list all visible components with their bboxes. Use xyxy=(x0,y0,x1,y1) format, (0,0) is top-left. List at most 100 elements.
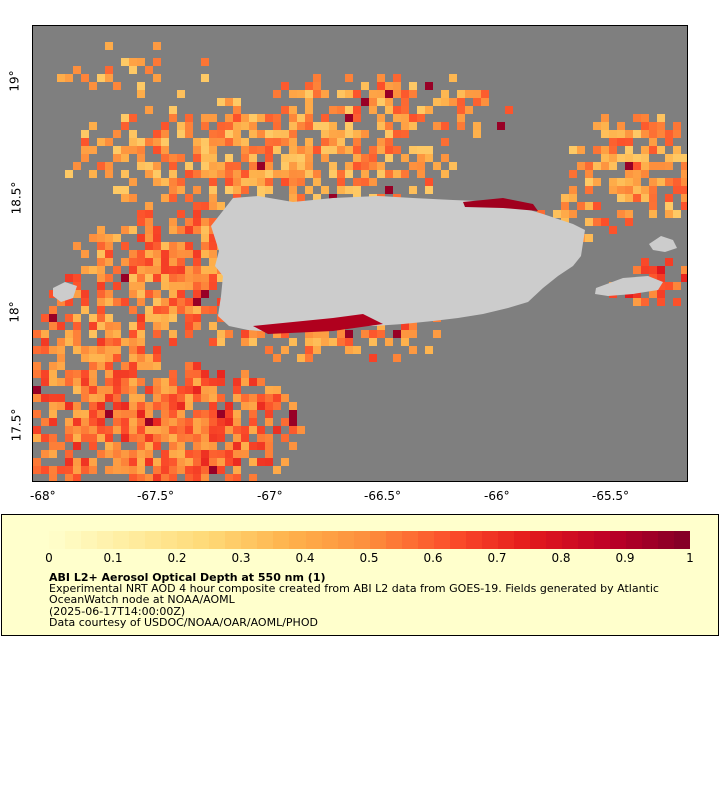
aod-cell xyxy=(97,402,105,410)
aod-cell xyxy=(681,202,687,210)
aod-cell xyxy=(649,146,657,154)
aod-cell xyxy=(97,226,105,234)
aod-cell xyxy=(297,426,305,434)
aod-cell xyxy=(305,90,313,98)
aod-cell xyxy=(329,122,337,130)
aod-cell xyxy=(153,170,161,178)
aod-cell xyxy=(177,450,185,458)
aod-cell xyxy=(297,170,305,178)
aod-cell xyxy=(121,386,129,394)
aod-cell xyxy=(433,122,441,130)
aod-cell xyxy=(169,466,177,474)
aod-cell xyxy=(625,146,633,154)
aod-cell xyxy=(409,114,417,122)
aod-cell xyxy=(73,378,81,386)
aod-cell xyxy=(217,434,225,442)
aod-cell xyxy=(233,426,241,434)
aod-cell xyxy=(129,450,137,458)
aod-cell xyxy=(129,322,137,330)
aod-cell xyxy=(233,450,241,458)
aod-cell xyxy=(465,90,473,98)
aod-cell xyxy=(425,186,433,194)
aod-cell xyxy=(401,98,409,106)
aod-cell xyxy=(641,170,649,178)
legend-panel: 0 0.1 0.2 0.3 0.4 0.5 0.6 0.7 0.8 0.9 1 … xyxy=(1,514,719,636)
aod-cell xyxy=(409,162,417,170)
aod-cell xyxy=(193,466,201,474)
aod-cell xyxy=(113,130,121,138)
aod-cell xyxy=(673,154,681,162)
aod-cell xyxy=(65,330,73,338)
aod-cell xyxy=(673,130,681,138)
aod-cell xyxy=(137,378,145,386)
aod-cell xyxy=(273,138,281,146)
aod-cell xyxy=(169,170,177,178)
aod-cell xyxy=(241,170,249,178)
aod-cell xyxy=(153,274,161,282)
aod-cell xyxy=(441,170,449,178)
aod-cell xyxy=(121,154,129,162)
colorbar-label: 1 xyxy=(686,551,694,565)
aod-cell xyxy=(161,386,169,394)
aod-cell xyxy=(449,162,457,170)
aod-cell xyxy=(97,138,105,146)
aod-cell xyxy=(217,122,225,130)
aod-cell xyxy=(145,202,153,210)
aod-cell xyxy=(113,154,121,162)
aod-cell xyxy=(129,370,137,378)
aod-cell xyxy=(257,426,265,434)
aod-cell xyxy=(649,210,657,218)
aod-cell xyxy=(49,442,57,450)
aod-cell xyxy=(217,170,225,178)
aod-cell xyxy=(625,154,633,162)
aod-cell xyxy=(657,274,665,282)
aod-cell xyxy=(105,298,113,306)
aod-cell xyxy=(209,418,217,426)
aod-cell xyxy=(673,210,681,218)
aod-cell xyxy=(345,130,353,138)
aod-cell xyxy=(289,170,297,178)
aod-cell xyxy=(217,98,225,106)
aod-cell xyxy=(369,178,377,186)
aod-cell xyxy=(289,114,297,122)
aod-cell xyxy=(345,338,353,346)
aod-cell xyxy=(129,114,137,122)
colorbar-swatch xyxy=(177,531,194,549)
aod-cell xyxy=(169,274,177,282)
aod-cell xyxy=(137,274,145,282)
aod-cell xyxy=(609,154,617,162)
aod-cell xyxy=(97,306,105,314)
aod-cell xyxy=(265,418,273,426)
aod-cell xyxy=(97,258,105,266)
aod-cell xyxy=(193,474,201,481)
aod-cell xyxy=(129,354,137,362)
aod-cell xyxy=(225,130,233,138)
aod-cell xyxy=(193,442,201,450)
aod-cell xyxy=(129,434,137,442)
aod-cell xyxy=(305,82,313,90)
aod-cell xyxy=(137,282,145,290)
aod-cell xyxy=(129,418,137,426)
aod-cell xyxy=(425,346,433,354)
aod-cell xyxy=(297,178,305,186)
aod-cell xyxy=(673,282,681,290)
aod-cell xyxy=(401,154,409,162)
aod-cell xyxy=(249,130,257,138)
aod-cell xyxy=(345,90,353,98)
aod-cell xyxy=(561,202,569,210)
aod-cell xyxy=(321,130,329,138)
aod-cell xyxy=(129,258,137,266)
aod-cell xyxy=(89,386,97,394)
aod-cell xyxy=(89,146,97,154)
aod-cell xyxy=(153,402,161,410)
aod-cell xyxy=(81,146,89,154)
aod-cell xyxy=(65,434,73,442)
lon-label: -66° xyxy=(484,489,510,503)
colorbar-swatch xyxy=(626,531,643,549)
aod-cell xyxy=(185,122,193,130)
aod-cell xyxy=(185,314,193,322)
aod-cell xyxy=(329,170,337,178)
aod-cell xyxy=(161,466,169,474)
aod-cell xyxy=(233,186,241,194)
aod-cell xyxy=(681,194,687,202)
